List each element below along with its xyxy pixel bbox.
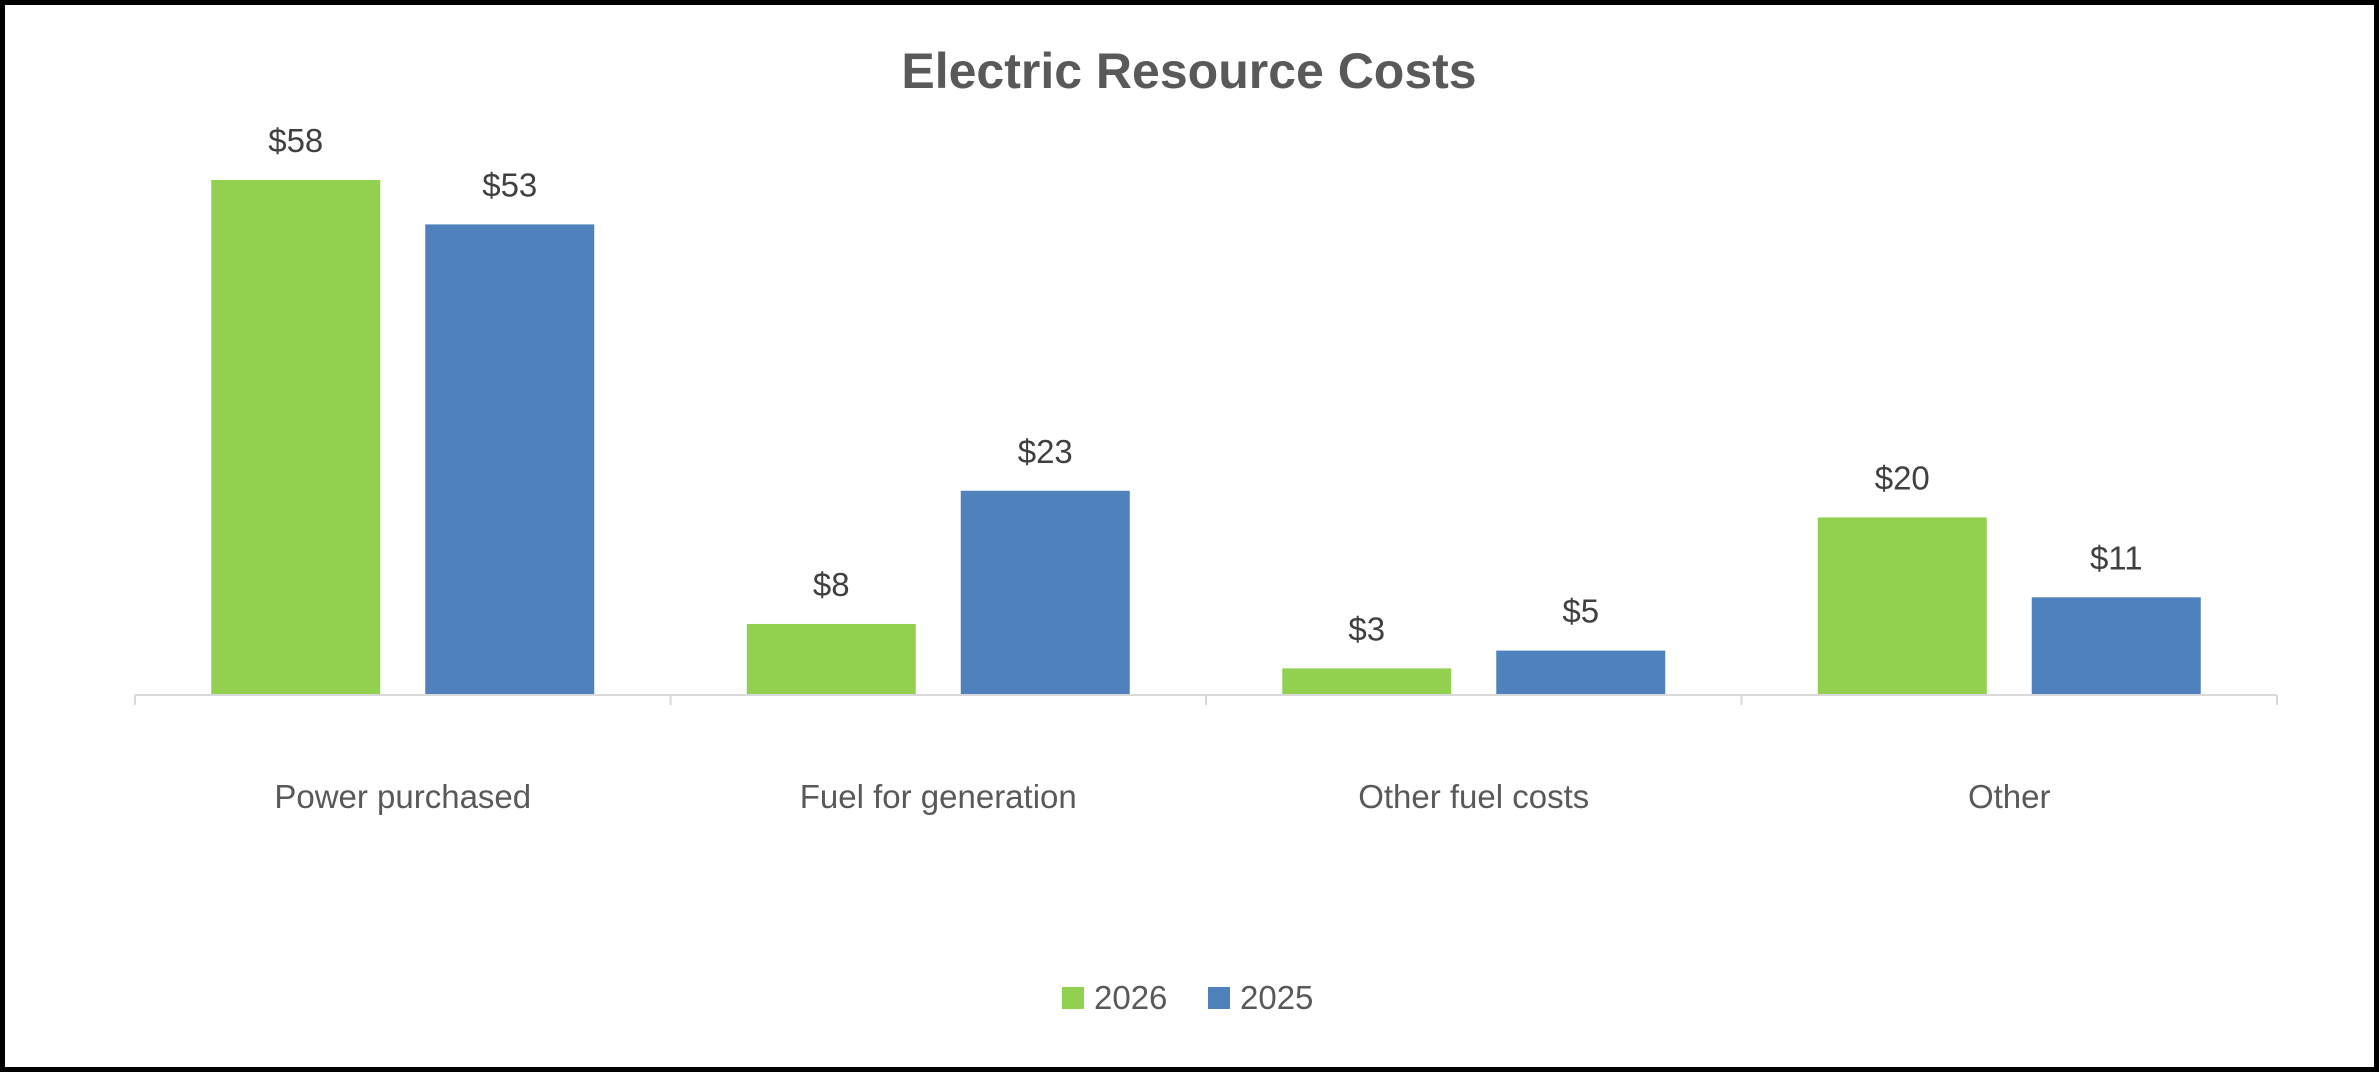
data-label-2025-other-fuel-costs: $5 <box>1562 593 1599 630</box>
bar-2025-power-purchased <box>425 224 595 695</box>
bars-layer <box>211 180 2201 695</box>
legend-swatch-2025 <box>1208 987 1230 1009</box>
legend: 2026 2025 <box>1062 979 1313 1016</box>
data-label-2026-other: $20 <box>1875 459 1930 496</box>
bar-2026-power-purchased <box>211 180 381 695</box>
category-label-power-purchased: Power purchased <box>274 778 531 815</box>
legend-swatch-2026 <box>1062 987 1084 1009</box>
category-label-other: Other <box>1968 778 2051 815</box>
data-labels-layer: $58 $53 $8 $23 $3 $5 $20 $11 <box>268 122 2142 647</box>
x-axis: Power purchased Fuel for generation Other … <box>134 694 2278 815</box>
bar-2026-other-fuel-costs <box>1282 668 1452 695</box>
chart-title: Electric Resource Costs <box>901 43 1476 99</box>
bar-2025-other <box>2031 597 2201 695</box>
data-label-2025-other: $11 <box>2090 539 2143 576</box>
legend-label-2025: 2025 <box>1240 979 1313 1016</box>
category-label-other-fuel-costs: Other fuel costs <box>1358 778 1589 815</box>
legend-label-2026: 2026 <box>1094 979 1167 1016</box>
bar-2025-fuel-for-generation <box>960 490 1130 695</box>
category-label-fuel-for-generation: Fuel for generation <box>800 778 1077 815</box>
bar-2026-other <box>1817 517 1987 695</box>
data-label-2026-other-fuel-costs: $3 <box>1348 610 1385 647</box>
data-label-2025-fuel-for-generation: $23 <box>1018 433 1073 470</box>
bar-2025-other-fuel-costs <box>1496 650 1666 695</box>
legend-item-2026: 2026 <box>1062 979 1167 1016</box>
data-label-2026-power-purchased: $58 <box>268 122 323 159</box>
data-label-2026-fuel-for-generation: $8 <box>813 566 850 603</box>
data-label-2025-power-purchased: $53 <box>482 166 537 203</box>
legend-item-2025: 2025 <box>1208 979 1313 1016</box>
bar-2026-fuel-for-generation <box>746 623 916 695</box>
